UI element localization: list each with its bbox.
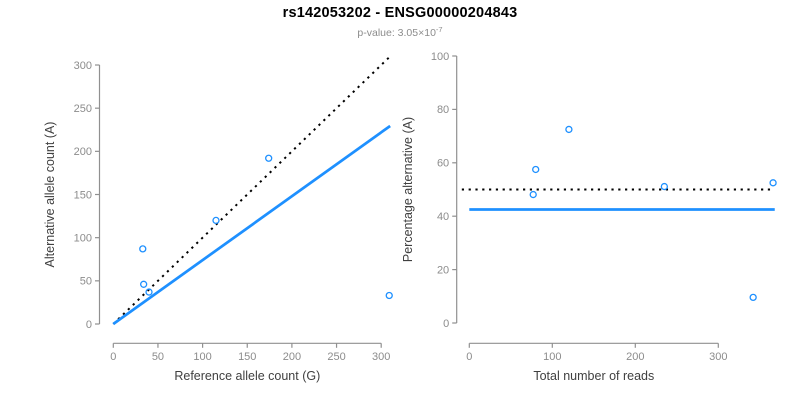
data-point xyxy=(660,182,668,191)
data-point xyxy=(769,179,777,187)
panel-right: 0 20 40 60 80 100 0 100 200 300 Total number of re… xyxy=(401,51,777,383)
plot-subtitle: p-value: 3.05×10-7 xyxy=(0,25,800,39)
y-tick-label: 100 xyxy=(431,51,449,63)
y-axis-label: Percentage alternative (A) xyxy=(401,117,415,262)
data-point xyxy=(140,280,148,288)
x-tick-label: 250 xyxy=(327,351,345,363)
x-tick-label: 150 xyxy=(238,351,256,363)
y-tick-label: 150 xyxy=(74,189,92,201)
x-axis-label: Total number of reads xyxy=(533,369,654,383)
y-tick-label: 20 xyxy=(437,264,449,276)
y-tick-label: 200 xyxy=(74,146,92,158)
expected-50pct-identity-line xyxy=(112,55,391,325)
y-tick-label: 100 xyxy=(74,232,92,244)
x-tick-label: 100 xyxy=(193,351,211,363)
y-tick-label: 0 xyxy=(443,318,449,330)
data-point xyxy=(532,165,540,174)
y-tick-label: 300 xyxy=(74,60,92,72)
x-axis-label: Reference allele count (G) xyxy=(174,369,320,383)
x-tick-label: 0 xyxy=(466,351,472,363)
y-tick-label: 50 xyxy=(80,276,92,288)
pvalue-exponent: -7 xyxy=(435,25,443,34)
x-tick-label: 300 xyxy=(372,351,390,363)
y-tick-label: 80 xyxy=(437,104,449,116)
x-tick-label: 200 xyxy=(626,351,644,363)
y-tick-label: 60 xyxy=(437,158,449,170)
data-point xyxy=(145,288,153,296)
data-point xyxy=(139,245,147,253)
y-tick-label: 250 xyxy=(74,103,92,115)
data-point xyxy=(565,125,573,134)
data-point xyxy=(212,216,220,225)
data-point xyxy=(265,154,273,162)
data-point xyxy=(749,293,757,302)
x-tick-label: 0 xyxy=(110,351,116,363)
y-axis-label: Alternative allele count (A) xyxy=(43,122,57,268)
plot-title: rs142053202 - ENSG00000204843 xyxy=(282,5,518,21)
pvalue-text: p-value: 3.05×10 xyxy=(357,27,436,39)
y-tick-label: 40 xyxy=(437,211,449,223)
x-tick-label: 100 xyxy=(543,351,561,363)
data-point xyxy=(529,190,537,199)
panel-left: 0 50 100 150 200 250 300 0 50 100 150 200 250 300 Refe… xyxy=(43,55,393,383)
x-tick-label: 300 xyxy=(709,351,727,363)
x-tick-label: 200 xyxy=(283,351,301,363)
data-point xyxy=(385,291,393,300)
y-tick-label: 0 xyxy=(86,319,92,331)
x-tick-label: 50 xyxy=(152,351,164,363)
fitted-allelic-ratio-line xyxy=(112,124,391,326)
